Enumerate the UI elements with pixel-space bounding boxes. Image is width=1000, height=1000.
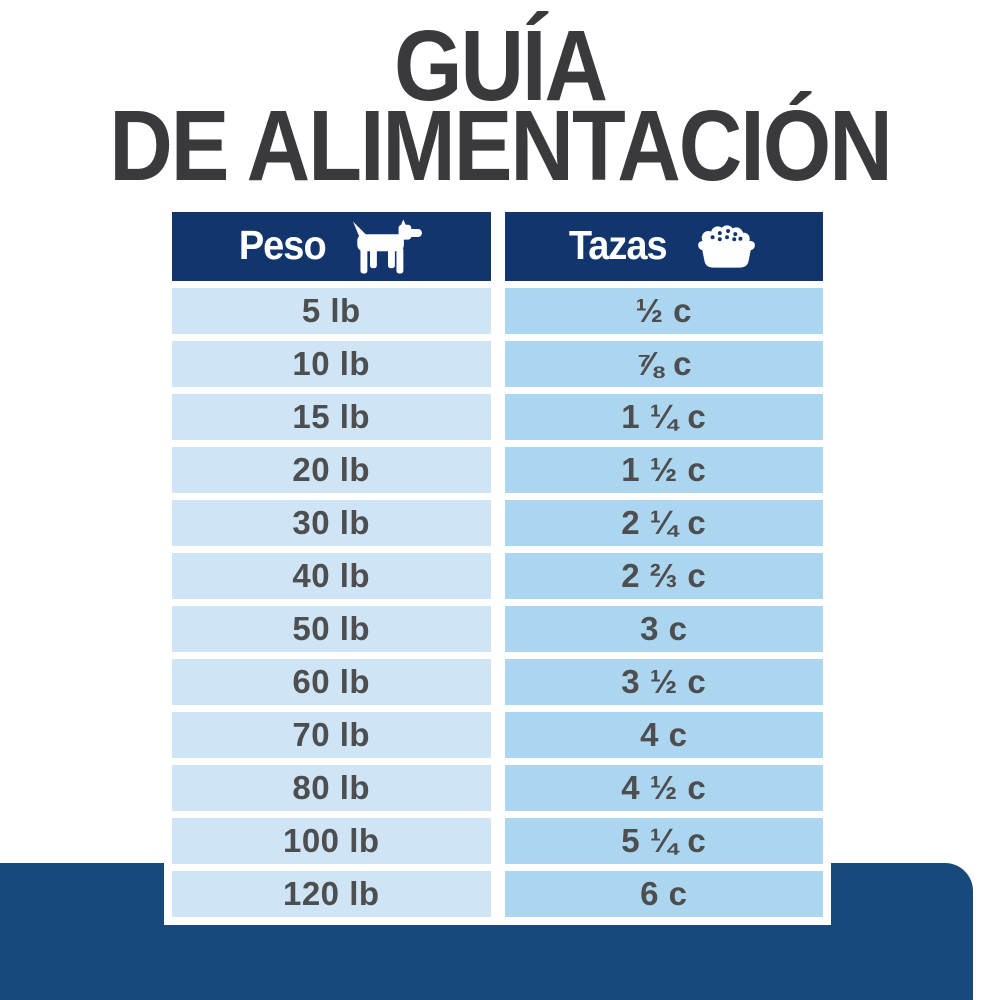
weight-cell: 10 lb <box>172 341 491 387</box>
column-header-peso: Peso <box>172 212 491 281</box>
weight-cell: 20 lb <box>172 447 491 493</box>
dog-icon <box>352 218 424 275</box>
cups-cell: 5 ¼ c <box>504 818 823 864</box>
cups-cell: ½ c <box>504 288 823 334</box>
weight-cell: 30 lb <box>172 500 491 546</box>
column-peso: Peso 5 lb 10 lb 15 lb 20 lb 30 lb 40 <box>172 212 491 917</box>
column-tazas: Tazas <box>504 212 823 917</box>
cups-cell: 2 ⅔ c <box>504 553 823 599</box>
cups-cell: 3 ½ c <box>504 659 823 705</box>
title-line-1: GUÍA <box>394 8 608 122</box>
tazas-header-label: Tazas <box>568 223 668 269</box>
weight-cell: 60 lb <box>172 659 491 705</box>
cups-cell: 6 c <box>504 871 823 917</box>
weight-cell: 120 lb <box>172 871 491 917</box>
weight-cell: 70 lb <box>172 712 491 758</box>
cups-cell: 1 ½ c <box>504 447 823 493</box>
weight-cell: 15 lb <box>172 394 491 440</box>
peso-header-label: Peso <box>238 223 327 269</box>
cups-cell: 2 ¼ c <box>504 500 823 546</box>
cups-cell: 4 c <box>504 712 823 758</box>
weight-cell: 80 lb <box>172 765 491 811</box>
page-title: GUÍA DE ALIMENTACIÓN <box>0 15 1000 195</box>
title-line-2: DE ALIMENTACIÓN <box>109 88 893 202</box>
weight-cell: 100 lb <box>172 818 491 864</box>
cups-cell: 1 ¼ c <box>504 394 823 440</box>
weight-cell: 5 lb <box>172 288 491 334</box>
weight-cell: 40 lb <box>172 553 491 599</box>
weight-cell: 50 lb <box>172 606 491 652</box>
bowl-icon <box>693 223 759 271</box>
feeding-table: Peso 5 lb 10 lb 15 lb 20 lb 30 lb 40 <box>164 204 831 925</box>
cups-cell: ⅞ c <box>504 341 823 387</box>
column-header-tazas: Tazas <box>504 212 823 281</box>
cups-cell: 3 c <box>504 606 823 652</box>
cups-cell: 4 ½ c <box>504 765 823 811</box>
